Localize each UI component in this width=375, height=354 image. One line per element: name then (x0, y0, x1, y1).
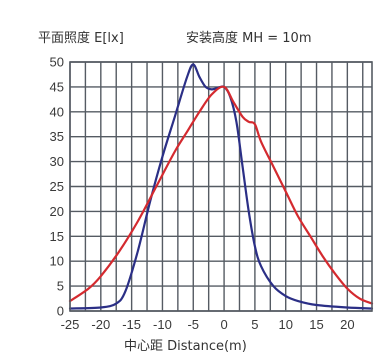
x-tick-label: -5 (187, 317, 199, 332)
x-tick-label: 0 (220, 317, 227, 332)
x-tick-label: -25 (61, 317, 80, 332)
y-tick-label: 50 (50, 55, 64, 70)
y-tick-label: 10 (50, 254, 64, 269)
x-tick-label: -20 (91, 317, 110, 332)
plot-frame (69, 61, 373, 312)
y-tick-label: 15 (50, 229, 64, 244)
y-tick-labels: 0 5 10 15 20 25 30 35 40 45 50 (50, 55, 64, 319)
x-tick-label: 15 (309, 317, 323, 332)
plot-border (69, 61, 373, 312)
grid (69, 61, 372, 312)
x-tick-label: 10 (278, 317, 292, 332)
x-tick-label: 20 (340, 317, 354, 332)
series-line-red (68, 85, 374, 305)
y-tick-label: 40 (50, 104, 64, 119)
y-tick-label: 5 (57, 279, 64, 294)
y-tick-label: 0 (57, 304, 64, 319)
series-group (68, 63, 374, 310)
x-tick-label: -10 (153, 317, 172, 332)
mounting-height-label: 安装高度 MH = 10m (186, 30, 312, 46)
y-tick-label: 25 (50, 179, 64, 194)
y-tick-label: 45 (50, 79, 64, 94)
x-tick-label: 5 (251, 317, 258, 332)
y-tick-label: 30 (50, 154, 64, 169)
x-tick-labels: -25-20-15-10-5051015202 (61, 317, 375, 332)
y-tick-label: 35 (50, 129, 64, 144)
y-tick-label: 20 (50, 204, 64, 219)
y-axis-header-label: 平面照度 E[lx] (38, 30, 124, 46)
x-axis-label: 中心距 Distance(m) (124, 339, 247, 354)
x-tick-label: -15 (122, 317, 141, 332)
